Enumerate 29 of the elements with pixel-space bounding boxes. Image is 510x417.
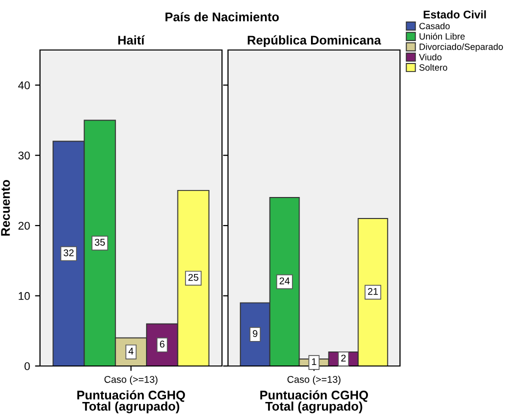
chart-title: República Dominicana — [248, 35, 382, 48]
x-axis-title: Puntuación CGHQ Total (agrupado) — [77, 390, 185, 414]
data-label: 35 — [94, 238, 105, 246]
legend-label: Viudo — [419, 54, 442, 60]
data-label: 21 — [368, 288, 378, 295]
x-tick-label: Caso (>=13) — [287, 376, 340, 385]
y-axis-title: Recuento — [1, 180, 10, 236]
data-label: 1 — [312, 358, 316, 366]
text: País de Nacimiento — [166, 12, 279, 22]
legend-label: Divorciado/Separado — [420, 43, 503, 52]
y-tick-label: 30 — [18, 152, 30, 160]
data-label: 24 — [280, 277, 290, 284]
x-tick-label: Caso (>=13) — [104, 376, 158, 385]
legend-label: Casado — [419, 22, 450, 30]
legend-title: Estado Civil — [424, 10, 486, 18]
data-label: 4 — [128, 348, 134, 354]
data-label: 9 — [252, 330, 258, 338]
data-label: 32 — [64, 249, 74, 256]
data-label: 2 — [341, 354, 346, 362]
y-tick-label: 40 — [18, 81, 30, 90]
y-tick-label: 10 — [18, 292, 30, 300]
y-tick-label: 20 — [18, 222, 30, 230]
x-axis-title: Puntuación CGHQ Total (agrupado) — [260, 390, 368, 414]
legend-label: Unión Libre — [420, 32, 465, 40]
y-tick-label: 0 — [24, 362, 30, 370]
chart-title: Haití — [118, 35, 145, 45]
legend-label: Soltero — [419, 64, 448, 71]
data-label: 25 — [188, 274, 198, 281]
data-label: 6 — [160, 340, 164, 348]
